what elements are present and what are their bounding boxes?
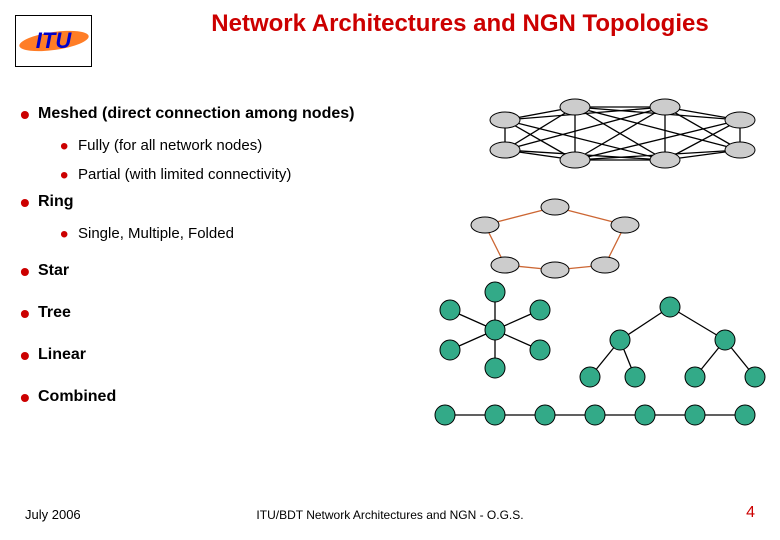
itu-logo: ITU xyxy=(15,15,92,67)
footer-source: ITU/BDT Network Architectures and NGN - … xyxy=(0,508,780,522)
ring-diagram xyxy=(455,195,655,280)
star-diagram xyxy=(430,280,560,380)
linear-diagram xyxy=(430,400,760,430)
bullet-single: Single, Multiple, Folded xyxy=(60,225,760,242)
footer-page: 4 xyxy=(746,504,755,522)
slide-title: Network Architectures and NGN Topologies xyxy=(180,10,740,39)
tree-diagram xyxy=(575,295,775,390)
logo-text: ITU xyxy=(36,28,71,54)
meshed-diagram xyxy=(480,95,770,170)
